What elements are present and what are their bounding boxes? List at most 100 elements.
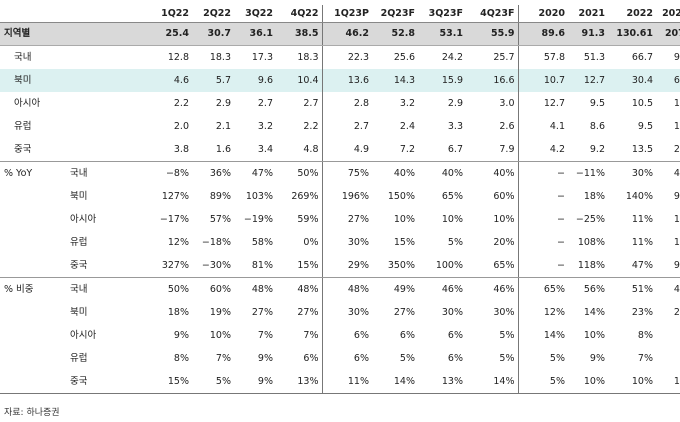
- value-cell: 14%: [372, 370, 418, 394]
- value-cell: 97.7: [673, 52, 680, 63]
- value-cell: 16.6: [466, 69, 519, 92]
- value-cell: −18%: [201, 237, 231, 248]
- value-cell: 47%: [673, 284, 680, 295]
- row-label: 국내: [14, 52, 32, 63]
- value-cell: 8%: [173, 353, 189, 364]
- value-cell: 56%: [583, 284, 605, 295]
- value-cell: 6%: [399, 330, 415, 341]
- value-cell: 7%: [276, 324, 323, 347]
- value-cell: 327%: [150, 254, 192, 278]
- value-cell: 4.9: [322, 138, 372, 162]
- row-group-label: [0, 231, 62, 254]
- value-cell: 47%: [251, 168, 273, 179]
- value-cell: 5%: [399, 353, 415, 364]
- value-cell: 12.8: [167, 52, 189, 63]
- value-cell: 196%: [341, 191, 369, 202]
- header-blank: [0, 5, 62, 23]
- value-cell: 18.3: [276, 45, 323, 69]
- row-group-label: [0, 347, 62, 370]
- value-cell: 12%: [167, 237, 189, 248]
- value-cell: 12%: [543, 307, 565, 318]
- value-cell: 9%: [257, 353, 273, 364]
- value-cell: 9.6: [234, 69, 276, 92]
- value-cell: 7%: [257, 330, 273, 341]
- value-cell: 40%: [441, 168, 463, 179]
- value-cell: 9%: [589, 353, 605, 364]
- value-cell: 7%: [637, 353, 653, 364]
- row-label: 아시아: [14, 98, 41, 109]
- value-cell: 11%: [322, 370, 372, 394]
- value-cell: 11.9: [673, 98, 680, 109]
- value-cell: −17%: [159, 214, 189, 225]
- value-cell: 10%: [441, 214, 463, 225]
- value-cell: 65%: [466, 254, 519, 278]
- value-cell: 65%: [441, 191, 463, 202]
- value-cell: 30%: [347, 237, 369, 248]
- column-header: 2Q22: [192, 5, 234, 23]
- value-cell: 6.7: [418, 138, 466, 162]
- value-cell: 9%: [173, 330, 189, 341]
- value-cell: 9%: [234, 370, 276, 394]
- row-group-label: 지역별: [0, 22, 150, 46]
- value-cell: 46%: [441, 284, 463, 295]
- value-cell: 6%: [447, 353, 463, 364]
- value-cell: 2.0: [173, 121, 189, 132]
- value-cell: 12.7: [568, 69, 608, 92]
- table-row: 유럽 2.0 2.1 3.22.2 2.7 2.4 3.32.6 4.1 8.6 9.5 11.0: [0, 115, 680, 138]
- value-cell: 97%: [656, 254, 680, 278]
- table-row: 중국3.81.63.44.84.97.26.77.94.29.213.526.7: [0, 138, 680, 162]
- value-cell: 8%: [637, 330, 653, 341]
- value-cell: 350%: [372, 254, 418, 278]
- value-cell: 65%: [543, 284, 565, 295]
- value-cell: 25.4: [150, 22, 192, 46]
- value-cell: −30%: [192, 254, 234, 278]
- value-cell: 14%: [673, 214, 680, 225]
- row-label: 북미: [70, 191, 88, 202]
- value-cell: 6%: [353, 330, 369, 341]
- table-row: 아시아−17%57%−19%59%27%10%10%10%−−25%11%14%: [0, 208, 680, 231]
- value-cell: 57.8: [543, 52, 565, 63]
- table-row: 아시아2.22.92.72.72.83.22.93.012.79.510.511…: [0, 92, 680, 115]
- value-cell: 127%: [161, 191, 189, 202]
- value-cell: 50%: [276, 161, 323, 185]
- column-header: 4Q23F: [466, 5, 519, 23]
- row-label: 아시아: [70, 330, 97, 341]
- value-cell: 17.3: [251, 52, 273, 63]
- value-cell: 5%: [466, 347, 519, 370]
- value-cell: 12.7: [543, 98, 565, 109]
- value-cell: 89.6: [518, 22, 568, 46]
- value-cell: 47%: [673, 168, 680, 179]
- value-cell: 2.7: [257, 98, 273, 109]
- value-cell: 140%: [625, 191, 653, 202]
- value-cell: 6%: [656, 324, 680, 347]
- value-cell: 66.7: [631, 52, 653, 63]
- value-cell: 7%: [215, 353, 231, 364]
- value-cell: 36.1: [234, 22, 276, 46]
- value-cell: 27%: [276, 301, 323, 324]
- value-cell: 2.7: [353, 121, 369, 132]
- value-cell: 10%: [209, 330, 231, 341]
- row-label: 중국: [62, 254, 150, 278]
- value-cell: 51.3: [583, 52, 605, 63]
- value-cell: 11.0: [673, 121, 680, 132]
- header-blank: [62, 5, 150, 23]
- value-cell: 22.3: [347, 52, 369, 63]
- value-cell: 16%: [673, 237, 680, 248]
- table-row: 북미 127% 89% 103% 269% 196% 150% 65% 60% − 18% 140% 9…: [0, 185, 680, 208]
- row-label: 북미: [70, 307, 88, 318]
- value-cell: 4.2: [518, 138, 568, 162]
- row-label: 아시아: [70, 214, 97, 225]
- value-cell: 13%: [276, 370, 323, 394]
- value-cell: 5%: [466, 324, 519, 347]
- value-cell: 10.4: [276, 69, 323, 92]
- value-cell: 13.5: [608, 138, 656, 162]
- value-cell: 3.4: [234, 138, 276, 162]
- value-cell: 13%: [656, 370, 680, 394]
- value-cell: 103%: [245, 191, 273, 202]
- value-cell: 108%: [577, 237, 605, 248]
- value-cell: 89%: [209, 191, 231, 202]
- value-cell: 48%: [251, 284, 273, 295]
- value-cell: −25%: [575, 214, 605, 225]
